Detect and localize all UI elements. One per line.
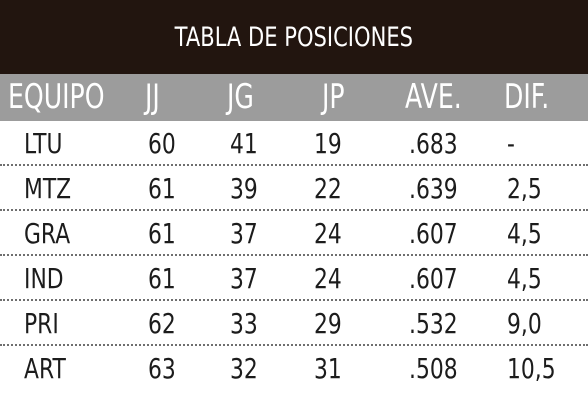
- table-row: PRI 62 33 29 .532 9,0: [0, 301, 588, 346]
- ave-cell: .683: [409, 127, 458, 160]
- column-header-jj: JJ: [145, 77, 160, 117]
- dif-cell: 4,5: [507, 217, 542, 250]
- team-cell: MTZ: [24, 172, 72, 205]
- jj-cell: 63: [148, 352, 176, 385]
- team-cell: ART: [24, 352, 66, 385]
- table-row: GRA 61 37 24 .607 4,5: [0, 211, 588, 256]
- column-header-jp: JP: [322, 77, 345, 117]
- jp-cell: 24: [314, 262, 342, 295]
- column-header-equipo: EQUIPO: [8, 77, 105, 117]
- jj-cell: 61: [148, 262, 176, 295]
- table-row: LTU 60 41 19 .683 -: [0, 121, 588, 166]
- jg-cell: 32: [230, 352, 258, 385]
- team-cell: PRI: [24, 307, 59, 340]
- table-title: TABLA DE POSICIONES: [174, 21, 414, 53]
- jp-cell: 24: [314, 217, 342, 250]
- jj-cell: 61: [148, 172, 176, 205]
- jj-cell: 61: [148, 217, 176, 250]
- jg-cell: 41: [230, 127, 258, 160]
- jg-cell: 33: [230, 307, 258, 340]
- ave-cell: .508: [409, 352, 458, 385]
- ave-cell: .532: [409, 307, 458, 340]
- jp-cell: 19: [314, 127, 342, 160]
- column-header-ave: AVE.: [405, 77, 462, 117]
- jp-cell: 29: [314, 307, 342, 340]
- table-row: IND 61 37 24 .607 4,5: [0, 256, 588, 301]
- dif-cell: -: [507, 127, 515, 160]
- column-header-dif: DIF.: [504, 77, 550, 117]
- table-row: MTZ 61 39 22 .639 2,5: [0, 166, 588, 211]
- table-row: ART 63 32 31 .508 10,5: [0, 346, 588, 391]
- ave-cell: .607: [409, 217, 458, 250]
- dif-cell: 9,0: [507, 307, 542, 340]
- team-cell: IND: [24, 262, 64, 295]
- title-bar: TABLA DE POSICIONES: [0, 0, 588, 74]
- dif-cell: 4,5: [507, 262, 542, 295]
- team-cell: LTU: [24, 127, 63, 160]
- jj-cell: 62: [148, 307, 176, 340]
- team-cell: GRA: [24, 217, 71, 250]
- jg-cell: 39: [230, 172, 258, 205]
- jp-cell: 22: [314, 172, 342, 205]
- header-row: EQUIPO JJ JG JP AVE. DIF.: [0, 74, 588, 121]
- ave-cell: .639: [409, 172, 458, 205]
- jg-cell: 37: [230, 217, 258, 250]
- ave-cell: .607: [409, 262, 458, 295]
- dif-cell: 10,5: [507, 352, 556, 385]
- jp-cell: 31: [314, 352, 342, 385]
- jj-cell: 60: [148, 127, 176, 160]
- jg-cell: 37: [230, 262, 258, 295]
- dif-cell: 2,5: [507, 172, 542, 205]
- column-header-jg: JG: [227, 77, 254, 117]
